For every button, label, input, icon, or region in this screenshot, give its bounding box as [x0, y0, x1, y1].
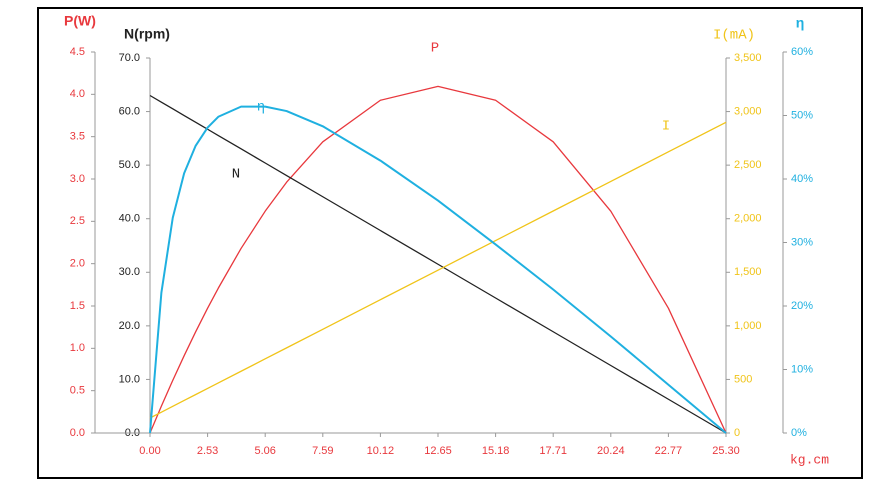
x-tick-label: 7.59 [312, 445, 333, 457]
y-tick-label: 0.5 [70, 385, 85, 397]
y-tick-label: 30.0 [119, 266, 140, 278]
series-label: η [257, 100, 265, 116]
y-tick-label: 0.0 [70, 427, 85, 439]
y-tick-label: 70.0 [119, 52, 140, 64]
series-label: I [662, 119, 670, 135]
series-label: N [232, 167, 240, 183]
x-tick-label: 12.65 [424, 445, 452, 457]
x-axis-title: kg.cm [790, 452, 829, 467]
y-tick-label: 2,500 [734, 159, 762, 171]
x-tick-label: 17.71 [539, 445, 567, 457]
y-tick-label: 1.5 [70, 300, 85, 312]
y-tick-label: 10.0 [119, 373, 140, 385]
frame [37, 7, 863, 479]
y-axis-title: P(W) [64, 13, 96, 29]
x-tick-label: 10.12 [367, 445, 395, 457]
y-tick-label: 2.0 [70, 258, 85, 270]
y-tick-label: 2,000 [734, 213, 762, 225]
y-tick-label: 0 [734, 427, 740, 439]
y-tick-label: 1.0 [70, 342, 85, 354]
y-tick-label: 60% [791, 46, 813, 58]
y-tick-label: 3,500 [734, 52, 762, 64]
y-tick-label: 3,000 [734, 105, 762, 117]
y-axis-title: N(rpm) [124, 26, 170, 42]
series-line [149, 85, 727, 434]
x-tick-label: 0.00 [139, 445, 160, 457]
y-axis-title: η [796, 15, 805, 31]
series-label: P [431, 41, 439, 57]
y-tick-label: 30% [791, 236, 813, 248]
y-tick-label: 500 [734, 373, 752, 385]
y-tick-label: 4.0 [70, 88, 85, 100]
y-tick-label: 1,500 [734, 266, 762, 278]
y-tick-label: 3.5 [70, 131, 85, 143]
y-tick-label: 10% [791, 363, 813, 375]
y-tick-label: 0% [791, 427, 807, 439]
series-line [149, 94, 727, 434]
y-tick-label: 3.0 [70, 173, 85, 185]
series-line [149, 105, 727, 434]
x-tick-label: 20.24 [597, 445, 625, 457]
x-tick-label: 5.06 [254, 445, 275, 457]
y-tick-label: 50% [791, 109, 813, 121]
x-tick-label: 2.53 [197, 445, 218, 457]
x-tick-label: 25.30 [712, 445, 740, 457]
y-tick-label: 40% [791, 173, 813, 185]
y-axis-title: I(mA) [713, 28, 755, 44]
y-tick-label: 20% [791, 300, 813, 312]
y-tick-label: 4.5 [70, 46, 85, 58]
y-tick-label: 1,000 [734, 320, 762, 332]
y-tick-label: 60.0 [119, 105, 140, 117]
y-tick-label: 50.0 [119, 159, 140, 171]
series-line [149, 121, 727, 419]
y-tick-label: 2.5 [70, 215, 85, 227]
y-tick-label: 40.0 [119, 213, 140, 225]
x-tick-label: 22.77 [655, 445, 683, 457]
x-tick-label: 15.18 [482, 445, 510, 457]
y-tick-label: 20.0 [119, 320, 140, 332]
